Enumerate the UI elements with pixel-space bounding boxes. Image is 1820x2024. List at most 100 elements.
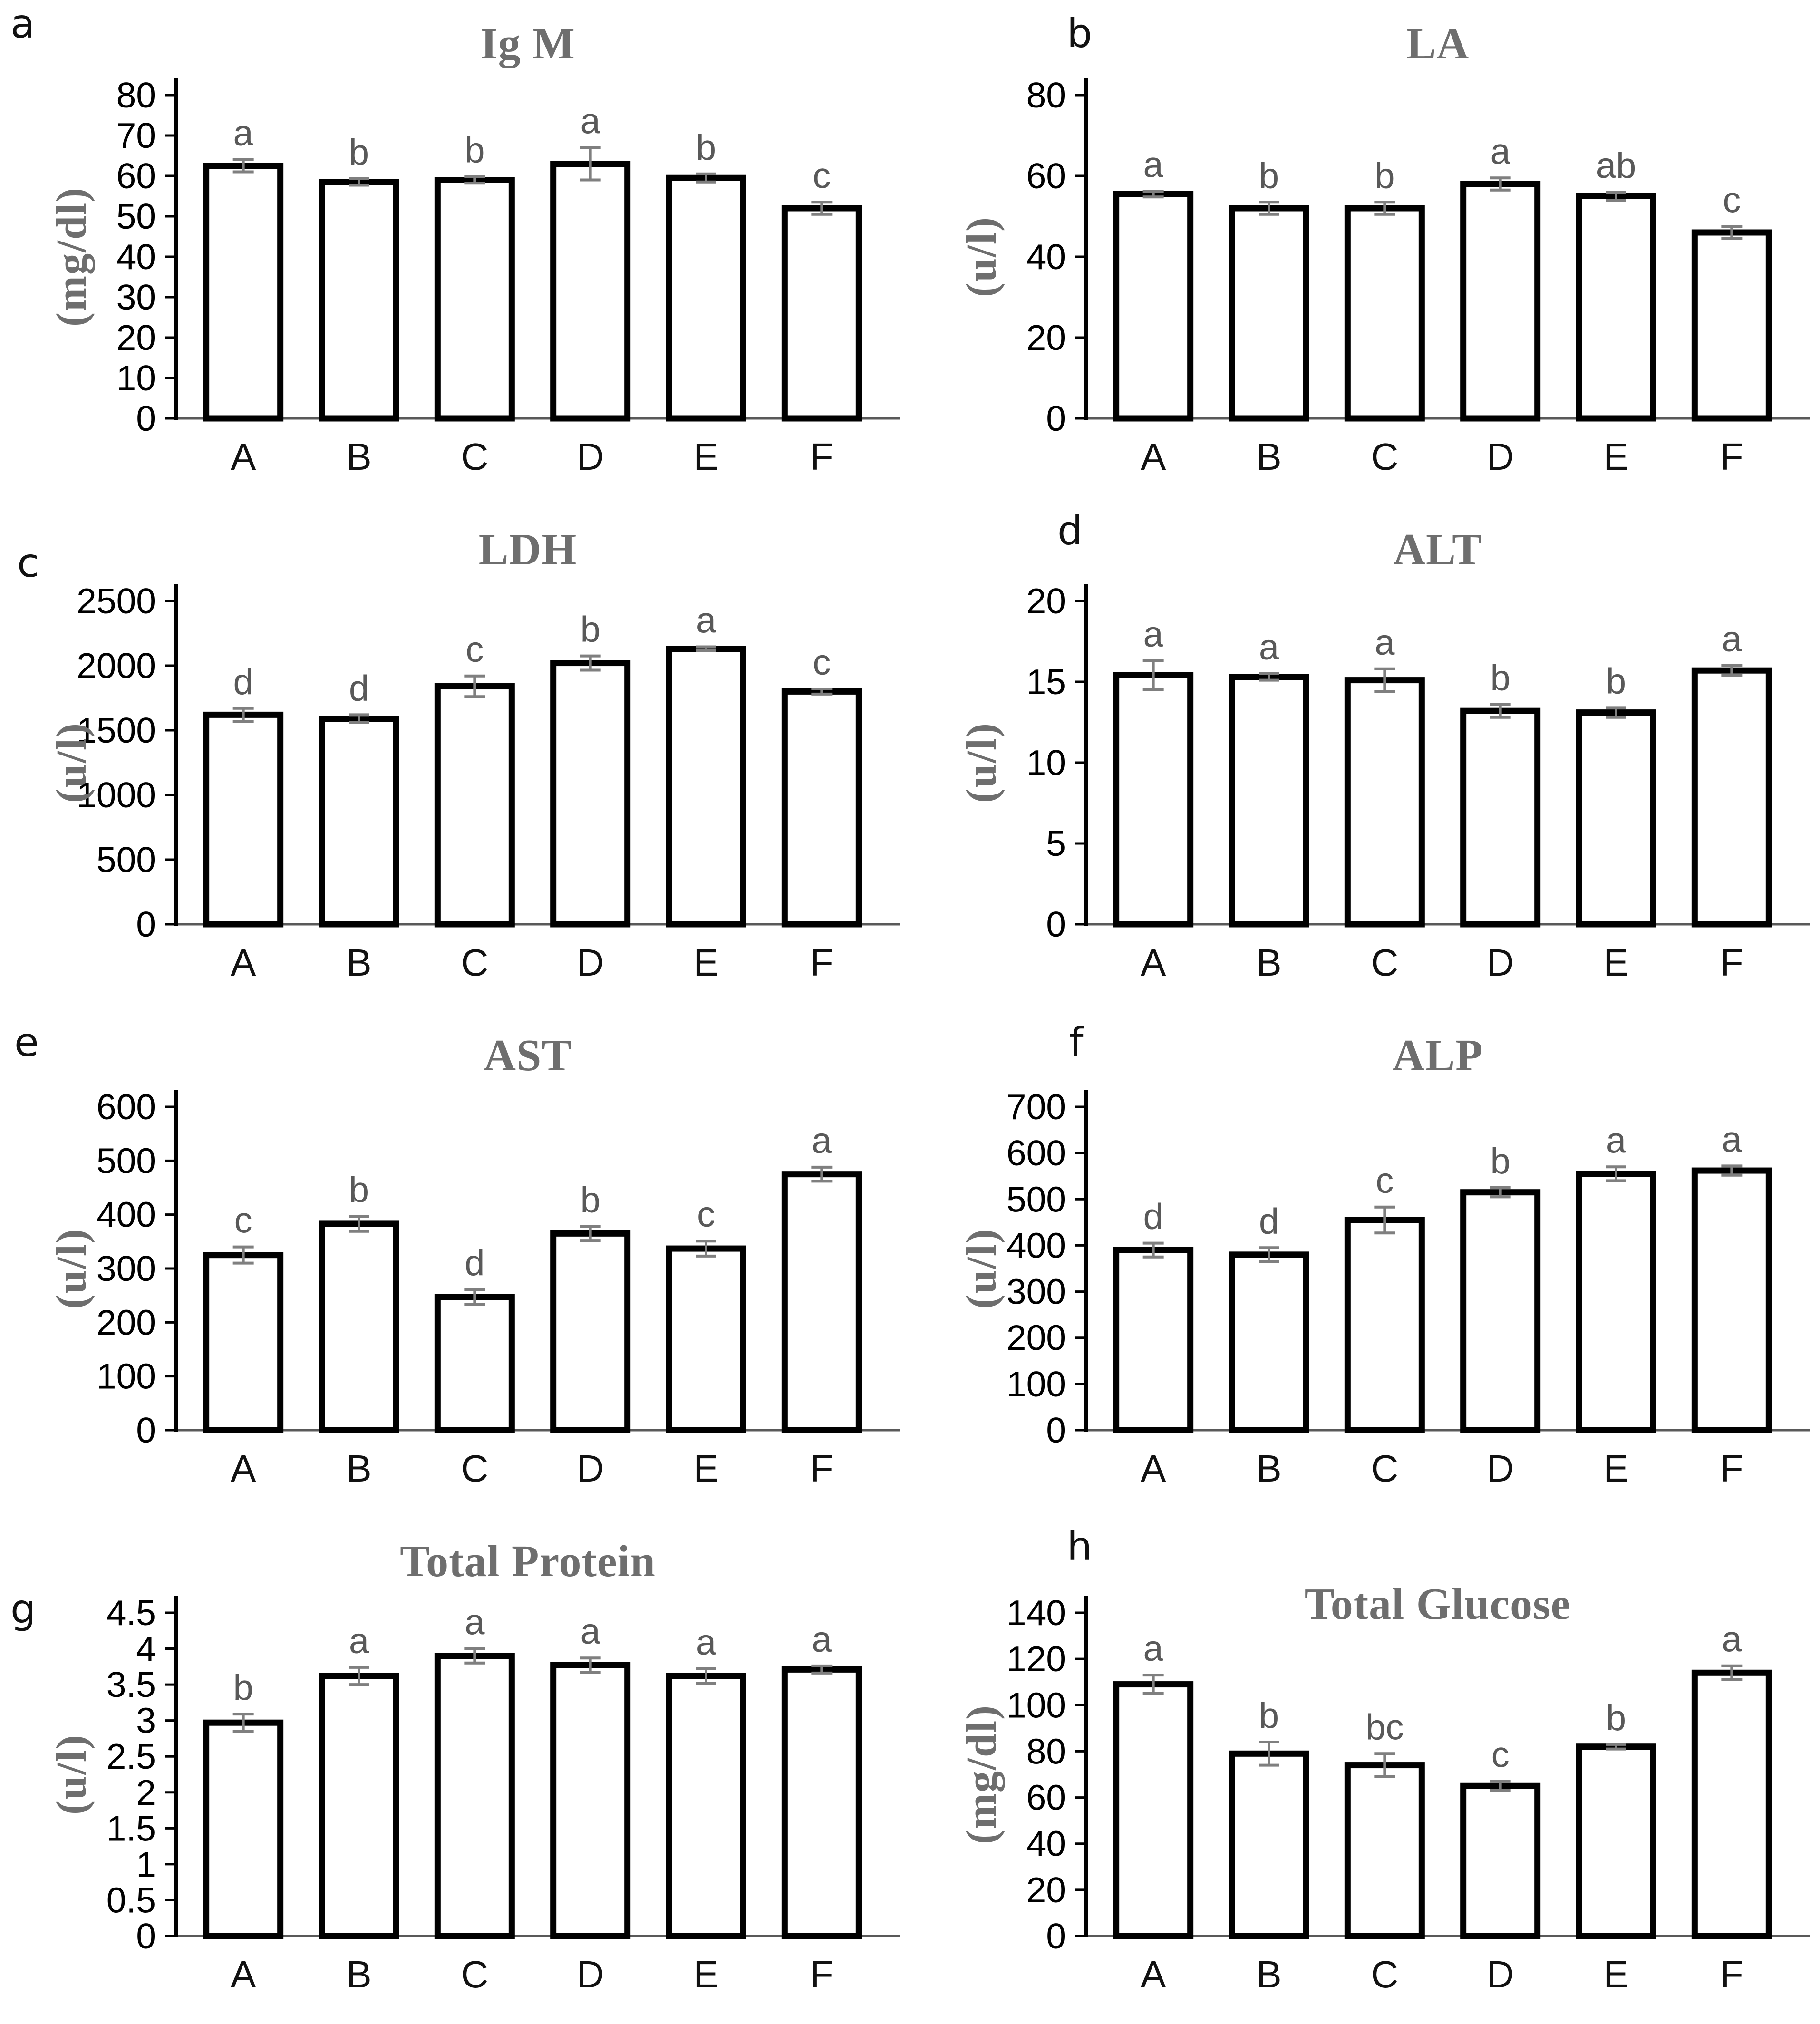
svg-text:b: b	[349, 1170, 369, 1210]
svg-text:B: B	[346, 941, 371, 984]
svg-text:F: F	[810, 1447, 833, 1490]
svg-text:b: b	[465, 130, 484, 171]
svg-text:D: D	[577, 1953, 604, 1995]
svg-text:c: c	[697, 1194, 715, 1235]
svg-text:(u/l): (u/l)	[48, 1734, 95, 1815]
svg-text:70: 70	[116, 116, 156, 155]
panel-letter-c: c	[17, 540, 39, 586]
svg-text:c: c	[234, 1201, 252, 1241]
svg-text:1500: 1500	[77, 710, 156, 750]
svg-text:b: b	[233, 1667, 253, 1708]
svg-text:A: A	[231, 436, 256, 478]
panel-letter-g: g	[10, 1586, 36, 1632]
svg-text:1.5: 1.5	[106, 1808, 156, 1848]
svg-text:a: a	[696, 1622, 716, 1663]
svg-text:15: 15	[1026, 662, 1066, 702]
svg-text:B: B	[346, 1447, 371, 1490]
chart-panel-total-glucose: h Total Glucose 0 20 40 60 80 100 120 140 (mg/dl…	[910, 1518, 1820, 2024]
svg-text:b: b	[349, 132, 369, 173]
svg-text:c: c	[1375, 1161, 1394, 1201]
svg-text:4.5: 4.5	[106, 1593, 156, 1633]
svg-text:0: 0	[1046, 1410, 1066, 1450]
svg-text:b: b	[1259, 155, 1279, 196]
svg-text:B: B	[1256, 436, 1281, 478]
svg-text:C: C	[461, 1447, 488, 1490]
svg-text:0.5: 0.5	[106, 1880, 156, 1920]
svg-text:E: E	[1603, 436, 1628, 478]
svg-text:F: F	[810, 941, 833, 984]
panel-letter-h: h	[1067, 1523, 1093, 1569]
svg-text:a: a	[1491, 131, 1511, 172]
svg-text:40: 40	[116, 237, 156, 277]
svg-text:E: E	[1603, 1447, 1628, 1490]
svg-text:D: D	[1487, 1953, 1514, 1995]
svg-text:a: a	[1722, 1619, 1742, 1660]
svg-text:50: 50	[116, 196, 156, 236]
svg-text:A: A	[231, 941, 256, 984]
svg-text:F: F	[810, 436, 833, 478]
svg-text:d: d	[233, 662, 253, 702]
svg-text:D: D	[577, 436, 604, 478]
svg-text:a: a	[696, 600, 716, 641]
svg-text:F: F	[810, 1953, 833, 1995]
svg-text:B: B	[346, 1953, 371, 1995]
panel-letter-d: d	[1057, 507, 1083, 554]
svg-text:1000: 1000	[77, 775, 156, 815]
bar-chart-total-protein: 00.511.522.533.544.5 (u/l) b Aa Ba Ca Da Ea F	[48, 1593, 900, 1995]
svg-text:d: d	[465, 1243, 484, 1283]
svg-text:D: D	[1487, 941, 1514, 984]
svg-text:D: D	[1487, 1447, 1514, 1490]
svg-text:C: C	[461, 436, 488, 478]
svg-text:0: 0	[1046, 904, 1066, 944]
svg-text:a: a	[581, 1611, 601, 1652]
svg-text:A: A	[1141, 941, 1166, 984]
svg-text:600: 600	[1007, 1133, 1066, 1173]
svg-text:F: F	[1720, 1447, 1743, 1490]
svg-text:b: b	[1606, 1698, 1626, 1738]
svg-text:500: 500	[1007, 1179, 1066, 1219]
svg-text:d: d	[1259, 1201, 1279, 1241]
svg-text:D: D	[577, 941, 604, 984]
svg-text:400: 400	[1007, 1225, 1066, 1265]
svg-text:E: E	[693, 1447, 718, 1490]
svg-text:60: 60	[1026, 1778, 1066, 1818]
svg-text:120: 120	[1007, 1639, 1066, 1679]
svg-text:500: 500	[97, 1141, 156, 1181]
svg-text:200: 200	[97, 1302, 156, 1342]
svg-text:(u/l): (u/l)	[958, 722, 1005, 803]
svg-text:b: b	[581, 610, 600, 650]
svg-text:F: F	[1720, 436, 1743, 478]
svg-text:3: 3	[136, 1701, 156, 1741]
svg-text:C: C	[1371, 941, 1398, 984]
svg-text:E: E	[1603, 941, 1628, 984]
svg-text:(mg/dl): (mg/dl)	[48, 187, 95, 327]
svg-text:100: 100	[1007, 1364, 1066, 1404]
chart-title-la: LA	[1406, 19, 1470, 68]
svg-text:A: A	[1141, 1953, 1166, 1995]
svg-text:80: 80	[1026, 1731, 1066, 1771]
svg-text:A: A	[1141, 1447, 1166, 1490]
panel-letter-f: f	[1069, 1019, 1084, 1065]
svg-text:0: 0	[1046, 1916, 1066, 1956]
panel-letter-e: e	[14, 1019, 39, 1065]
svg-text:c: c	[465, 629, 484, 670]
svg-text:F: F	[1720, 941, 1743, 984]
svg-text:c: c	[813, 155, 831, 196]
chart-title-ldh: LDH	[478, 525, 577, 574]
svg-text:(u/l): (u/l)	[48, 722, 95, 803]
svg-text:a: a	[1143, 614, 1164, 655]
svg-text:B: B	[1256, 1447, 1281, 1490]
svg-text:140: 140	[1007, 1593, 1066, 1633]
svg-text:b: b	[581, 1180, 600, 1220]
svg-text:0: 0	[136, 904, 156, 944]
svg-text:D: D	[577, 1447, 604, 1490]
bar-chart-alp: 0 100 200 300 400 500 600 700 (u/l) d Ad Bc Cb Da Ea F	[958, 1087, 1810, 1490]
svg-text:a: a	[1143, 145, 1164, 185]
svg-text:b: b	[1491, 1141, 1510, 1181]
svg-text:a: a	[812, 1619, 832, 1660]
svg-text:20: 20	[1026, 1870, 1066, 1910]
